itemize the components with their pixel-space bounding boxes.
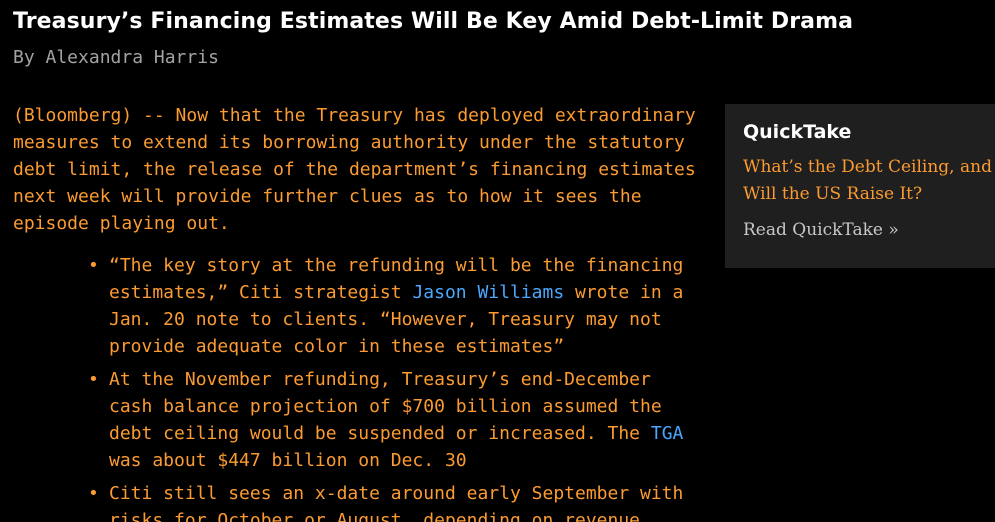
bullet-marker: • xyxy=(88,369,99,390)
quicktake-question-link[interactable]: What’s the Debt Ceiling, and Will the US… xyxy=(743,157,992,204)
read-quicktake-link[interactable]: Read QuickTake » xyxy=(743,220,899,240)
bullet-text: was about $447 billion on Dec. 30 xyxy=(109,450,467,471)
article-lead-paragraph: (Bloomberg) -- Now that the Treasury has… xyxy=(13,105,696,234)
quicktake-panel: QuickTake What’s the Debt Ceiling, and W… xyxy=(725,104,995,268)
article-byline: By Alexandra Harris xyxy=(13,47,219,68)
article-bullet-list: • “The key story at the refunding will b… xyxy=(13,252,703,522)
jason-williams-link[interactable]: Jason Williams xyxy=(412,282,565,303)
article-body: (Bloomberg) -- Now that the Treasury has… xyxy=(13,102,703,522)
article-headline: Treasury’s Financing Estimates Will Be K… xyxy=(13,9,854,34)
bullet-item-cash-balance: • At the November refunding, Treasury’s … xyxy=(13,366,703,474)
bullet-marker: • xyxy=(88,483,99,504)
bullet-text: wrote in a Jan. 20 note to clients. “How… xyxy=(109,282,684,357)
bullet-text: Citi still sees an x-date around early S… xyxy=(109,483,684,522)
quicktake-title: QuickTake xyxy=(743,121,852,143)
bullet-text: “The key story at the refunding will be … xyxy=(109,255,684,303)
bullet-item-refunding-estimates: • “The key story at the refunding will b… xyxy=(13,252,703,360)
bullet-text: At the November refunding, Treasury’s en… xyxy=(109,369,662,444)
tga-link[interactable]: TGA xyxy=(650,423,684,444)
bullet-marker: • xyxy=(88,255,99,276)
bullet-item-x-date: • Citi still sees an x-date around early… xyxy=(13,480,703,522)
